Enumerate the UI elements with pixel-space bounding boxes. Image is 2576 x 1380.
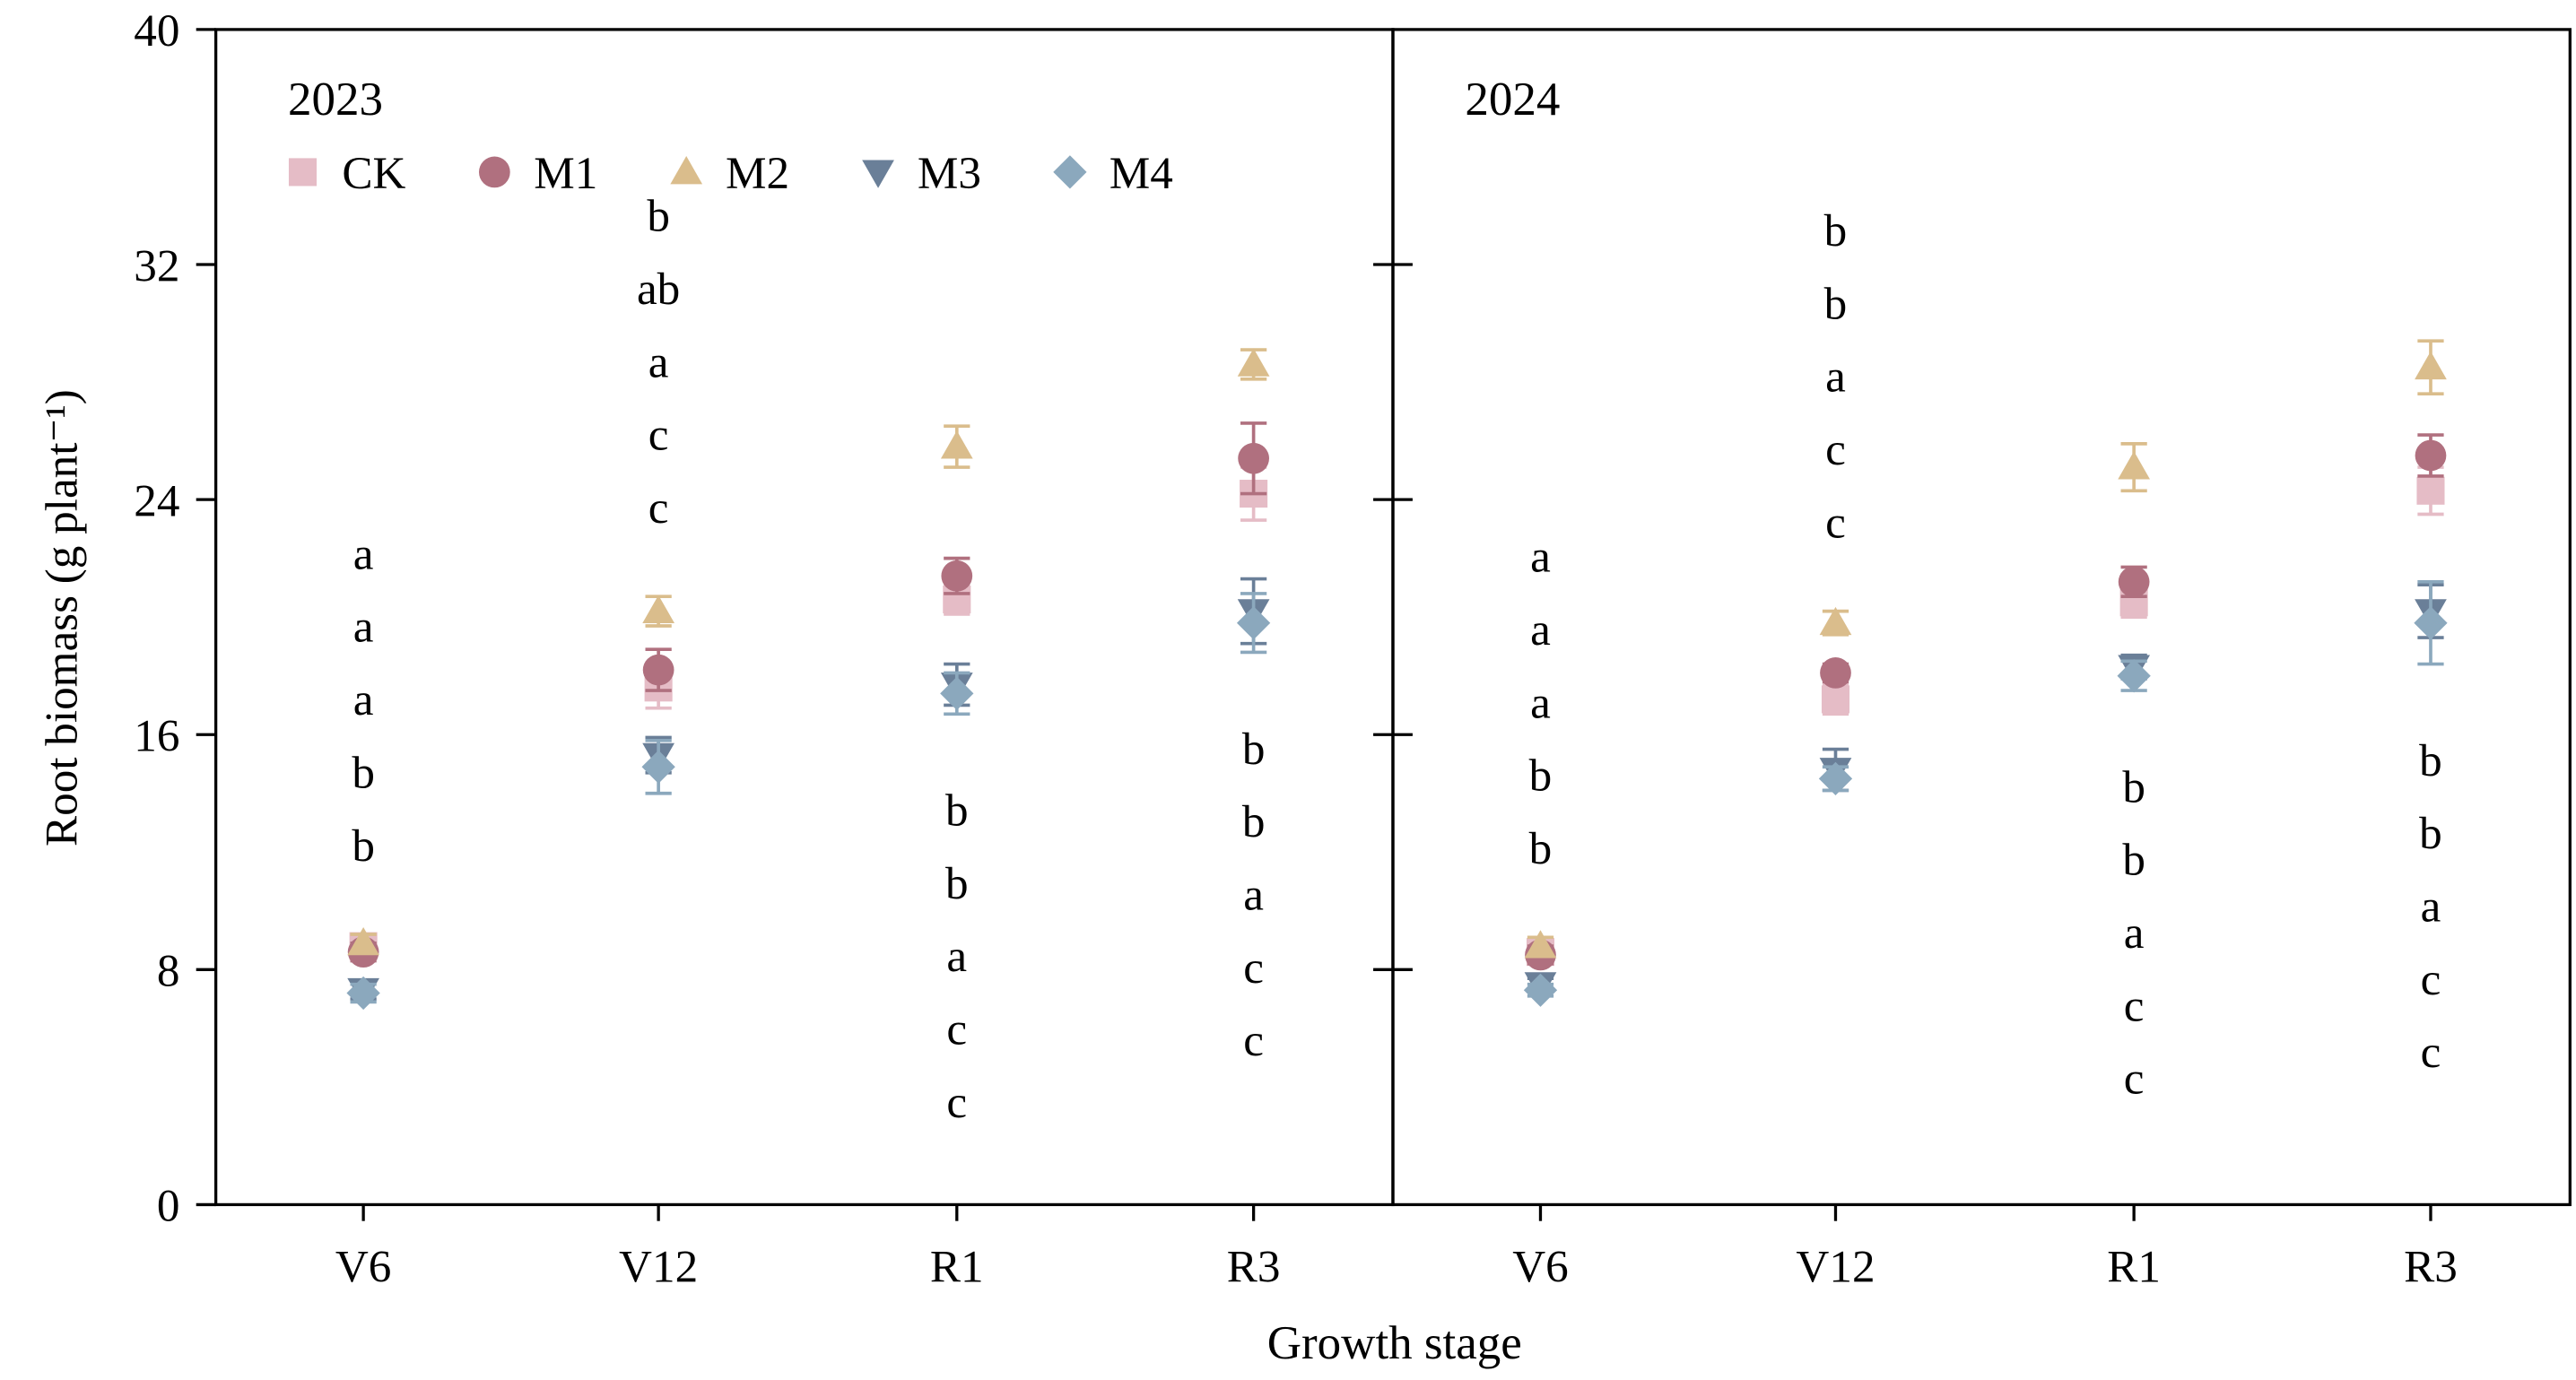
significance-letter: b (945, 785, 969, 837)
significance-letter: a (2124, 907, 2145, 959)
point-m2-v6 (1524, 930, 1557, 959)
significance-letter: c (2421, 1027, 2441, 1078)
legend-marker-m1 (478, 156, 510, 188)
significance-letter: b (352, 820, 375, 872)
point-m2-r1 (2118, 451, 2151, 480)
y-tick-label: 8 (157, 946, 180, 997)
y-tick-label: 40 (134, 5, 179, 56)
panel-frame-2024 (1391, 28, 2572, 1207)
point-m1-v12 (1820, 657, 1851, 689)
point-m4-r1 (2117, 659, 2151, 693)
significance-letter: c (1825, 424, 1846, 475)
significance-letter: b (1824, 205, 1848, 256)
significance-letter: b (647, 191, 670, 242)
significance-letter: c (2124, 980, 2145, 1031)
significance-letter: c (1825, 497, 1846, 548)
significance-letter: b (1242, 796, 1266, 847)
point-m4-v12 (641, 750, 675, 784)
x-tick-label: R1 (2107, 1241, 2161, 1292)
significance-letter: ab (637, 264, 680, 315)
x-tick-label: R3 (2404, 1241, 2458, 1292)
point-m4-v6 (346, 976, 380, 1011)
x-tick-label: V6 (335, 1241, 392, 1292)
point-m4-r3 (2414, 606, 2448, 640)
y-tick-label: 0 (157, 1181, 180, 1232)
panel-frame-2023 (213, 28, 1395, 1207)
significance-letter: a (2421, 881, 2441, 933)
significance-letter: b (352, 747, 375, 798)
y-tick-label: 16 (134, 710, 179, 761)
point-m4-v12 (1818, 761, 1853, 796)
point-ck-v12 (1821, 685, 1850, 714)
significance-letter: c (648, 482, 669, 534)
legend-marker-m2 (670, 156, 703, 185)
significance-letter: a (353, 674, 374, 725)
point-m1-v12 (642, 654, 674, 686)
point-m1-r3 (2415, 439, 2447, 472)
legend-label-m3: M3 (918, 148, 981, 199)
significance-letter: c (2421, 954, 2441, 1005)
legend-marker-m3 (862, 160, 894, 188)
legend-label-m1: M1 (534, 148, 597, 199)
point-m1-r1 (941, 560, 973, 592)
panel-title-2023: 2023 (288, 74, 383, 126)
point-m2-v12 (1819, 606, 1852, 636)
significance-letter: c (946, 1004, 967, 1055)
legend-marker-ck (288, 158, 318, 187)
x-tick-label: V6 (1512, 1241, 1569, 1292)
x-tick-label: R3 (1227, 1241, 1281, 1292)
legend-label-m4: M4 (1110, 148, 1173, 199)
significance-letter: a (1243, 869, 1264, 920)
significance-letter: a (353, 528, 374, 579)
significance-letter: c (946, 1077, 967, 1128)
point-m2-v12 (642, 595, 674, 624)
panel-title-2024: 2024 (1465, 74, 1560, 126)
x-axis-label: Growth stage (1267, 1317, 1522, 1369)
point-m2-r3 (2415, 351, 2447, 380)
significance-letter: b (945, 858, 969, 909)
y-axis-label: Root biomass (g plant⁻¹) (36, 389, 87, 846)
point-m4-r3 (1236, 606, 1271, 640)
point-ck-r3 (2416, 476, 2445, 505)
point-m1-r1 (2118, 566, 2150, 598)
significance-letter: b (1242, 724, 1266, 775)
significance-letter: a (1530, 532, 1551, 583)
x-tick-label: V12 (619, 1241, 698, 1292)
point-m2-v6 (347, 926, 379, 956)
legend-label-ck: CK (342, 148, 405, 199)
significance-letter: a (1530, 677, 1551, 728)
point-m2-r1 (940, 430, 973, 459)
point-m2-r3 (1237, 348, 1270, 377)
point-m1-r3 (1238, 442, 1269, 474)
significance-letter: b (1824, 278, 1848, 329)
point-m4-r1 (940, 676, 974, 710)
y-tick-label: 32 (134, 240, 179, 291)
significance-letter: b (2122, 835, 2145, 886)
significance-letter: b (1529, 823, 1553, 874)
significance-letter: c (2124, 1054, 2145, 1105)
significance-letter: b (2419, 808, 2442, 859)
significance-letter: b (1529, 751, 1553, 802)
significance-letter: a (648, 336, 669, 387)
significance-letter: c (648, 410, 669, 461)
significance-letter: b (2419, 735, 2442, 786)
x-tick-label: V12 (1796, 1241, 1875, 1292)
significance-letter: c (1243, 942, 1264, 994)
significance-letter: a (1825, 352, 1846, 403)
x-tick-label: R1 (930, 1241, 984, 1292)
significance-letter: b (2122, 761, 2145, 812)
significance-letter: a (1530, 604, 1551, 655)
significance-letter: a (946, 931, 967, 982)
legend-label-m2: M2 (726, 148, 789, 199)
significance-letter: a (353, 602, 374, 653)
legend-marker-m4 (1053, 155, 1087, 189)
y-tick-label: 24 (134, 475, 179, 526)
significance-letter: c (1243, 1015, 1264, 1066)
